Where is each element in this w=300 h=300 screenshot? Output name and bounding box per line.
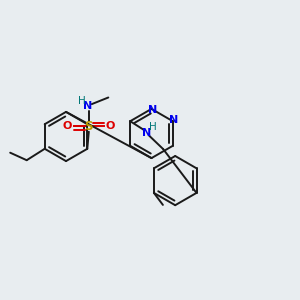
Text: N: N <box>83 101 92 111</box>
Text: H: H <box>149 122 157 132</box>
Text: O: O <box>105 121 115 131</box>
Text: S: S <box>85 120 93 133</box>
Text: N: N <box>148 105 157 115</box>
Text: H: H <box>78 95 86 106</box>
Text: N: N <box>169 115 178 125</box>
Text: O: O <box>63 121 72 131</box>
Text: N: N <box>142 128 151 138</box>
